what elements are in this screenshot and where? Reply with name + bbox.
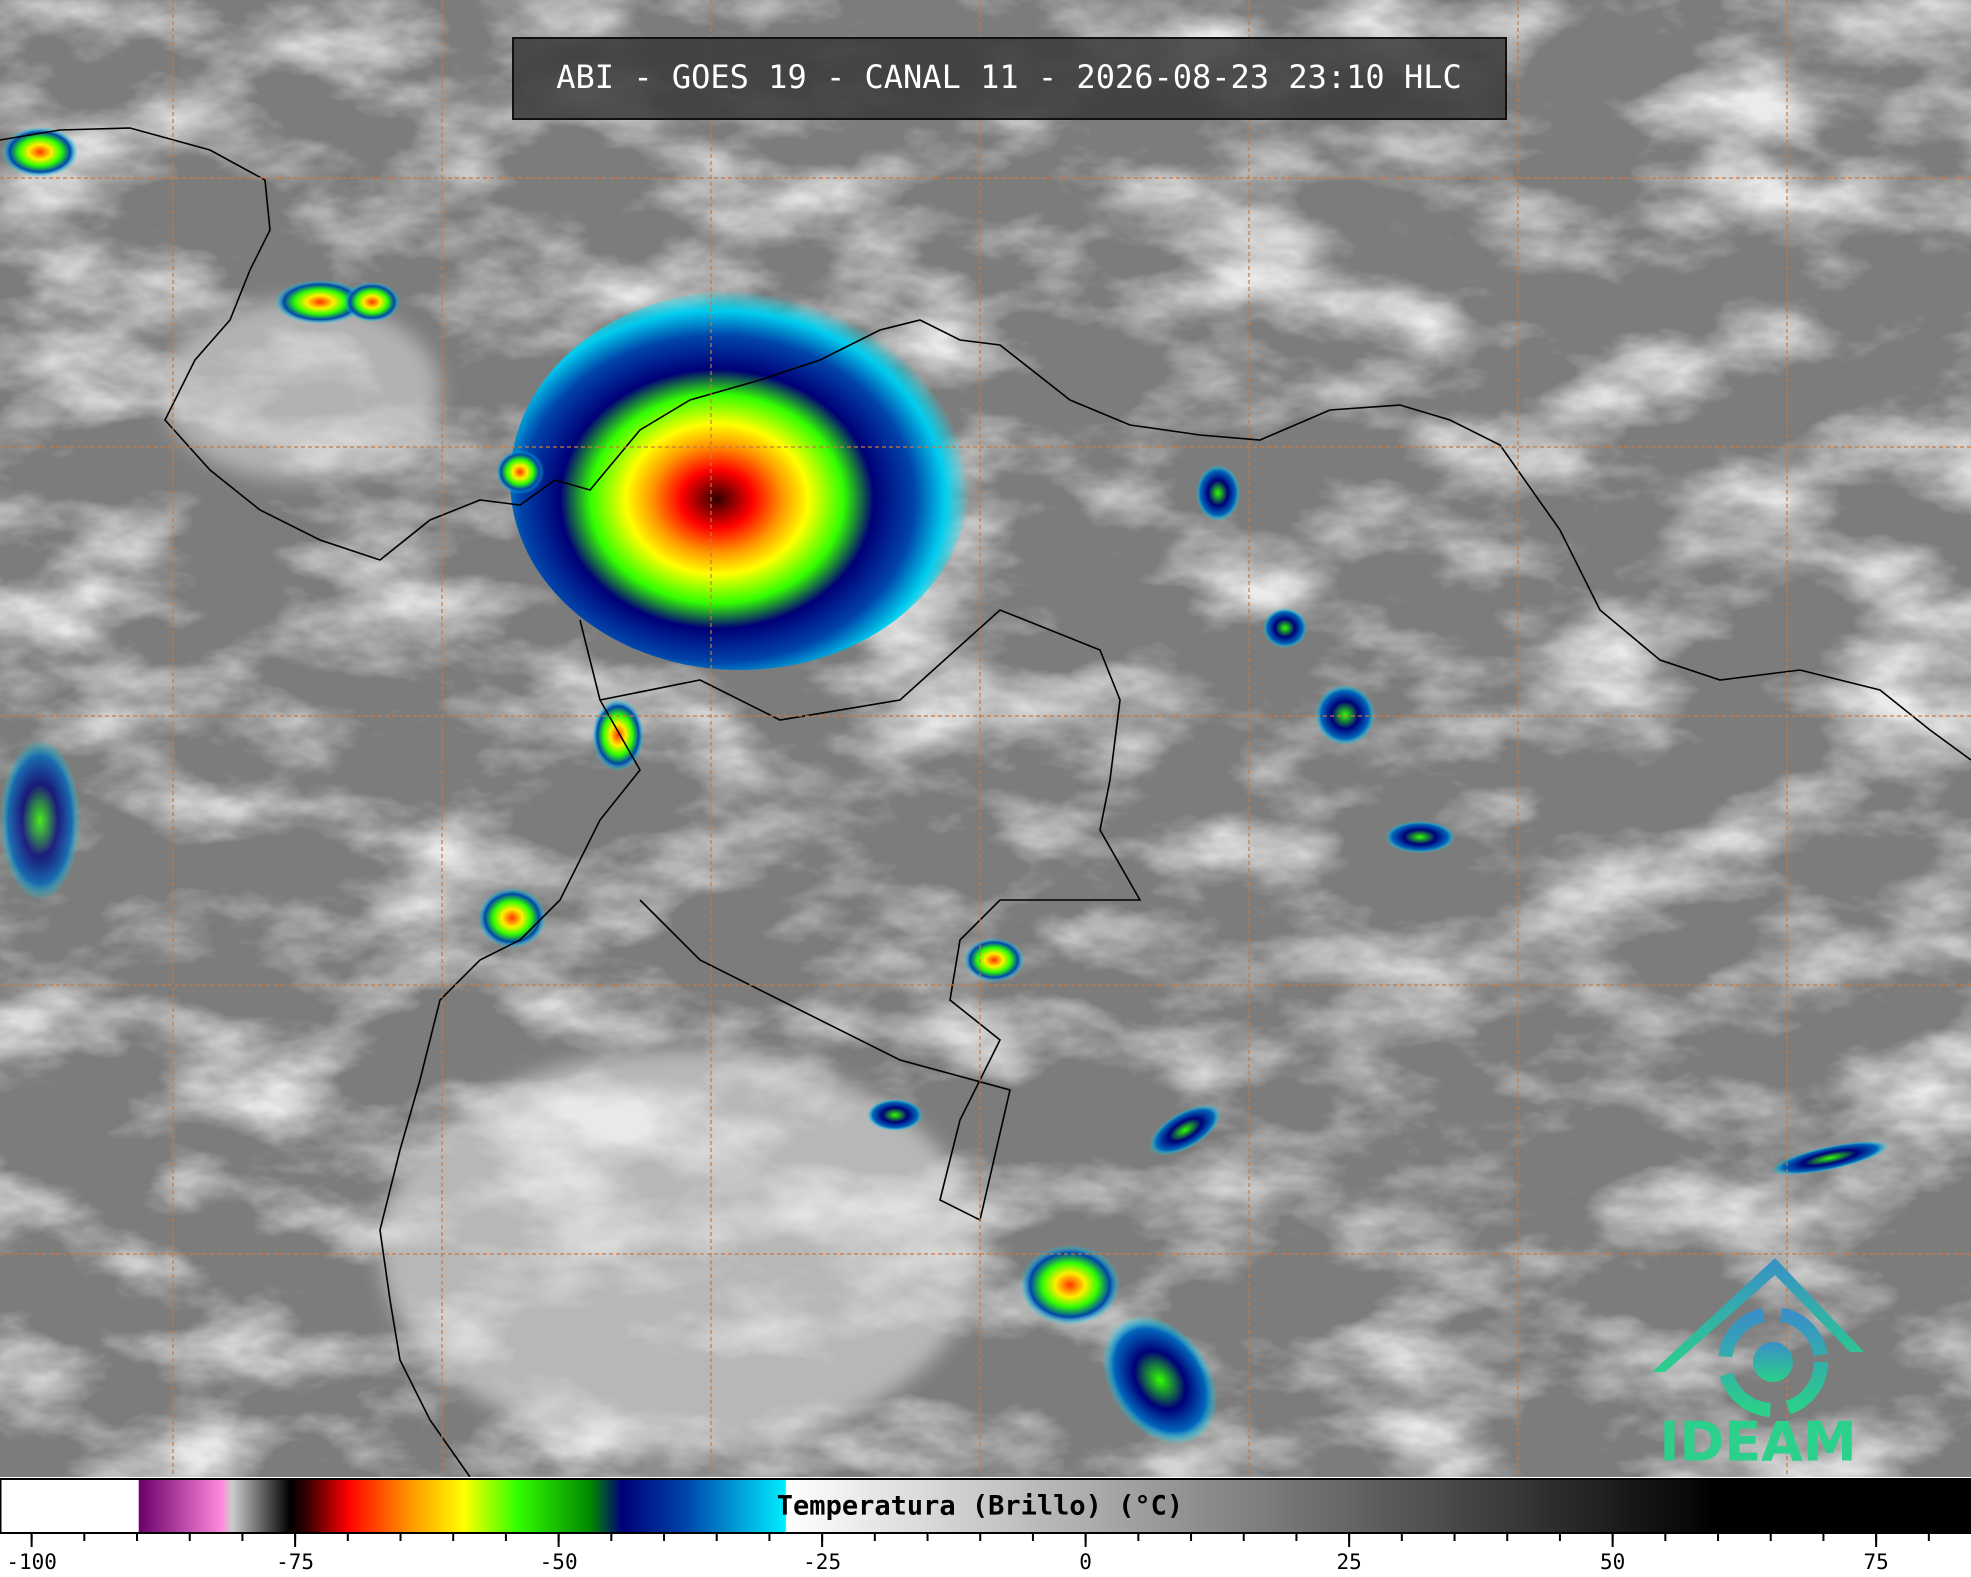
tick-label: 75 [1863,1550,1888,1574]
colorbar-segment [516,1479,591,1533]
cell [1196,465,1240,521]
tick-label: 0 [1079,1550,1092,1574]
colorbar-segment [221,1479,233,1533]
tick-label: -75 [276,1550,314,1574]
tick-label: -25 [803,1550,841,1574]
title-box: ABI - GOES 19 - CANAL 11 - 2026-08-23 23… [512,37,1507,120]
coastline [0,127,1971,761]
cell [1263,608,1307,648]
cell [1315,685,1375,745]
colorbar-segment [305,1479,349,1533]
colorbar-segment [138,1479,140,1533]
colorbar-label: Temperatura (Brillo) (°C) [777,1491,1183,1522]
cell [496,450,544,494]
colorbar-segment [685,1479,786,1533]
logo-swirl [1718,1307,1828,1417]
colorbar-segment [463,1479,517,1533]
convective-cells [0,127,1889,1445]
cell [964,938,1024,982]
storm [510,290,970,670]
cell [275,280,365,324]
cloud-cover [0,0,1971,1477]
coastline [379,619,641,1478]
colorbar-segment [139,1479,222,1533]
colorbar-segment [785,1479,787,1533]
cell [344,282,400,322]
cell [1020,1245,1120,1325]
cell [478,888,546,948]
tick-label: -100 [6,1550,57,1574]
colorbar-segment [590,1479,623,1533]
graticule [0,0,1971,1477]
colorbar-segment [0,1479,139,1533]
tick-label: 50 [1600,1550,1625,1574]
logo-eye [1753,1342,1793,1382]
cell [1102,1315,1218,1445]
cell [1385,821,1455,853]
cell [1149,1104,1221,1156]
colorbar-segment [289,1479,307,1533]
logo-roof [1652,1258,1864,1372]
tick-label: -50 [540,1550,578,1574]
title-background [512,37,1507,120]
cell [1771,1140,1889,1176]
title: ABI - GOES 19 - CANAL 11 - 2026-08-23 23… [556,58,1461,96]
cloud-mass [160,300,440,480]
tick-label: 25 [1336,1550,1361,1574]
colorbar-segment [1718,1479,1971,1533]
colorbar-segment [347,1479,412,1533]
logo: IDEAM [1652,1258,1864,1474]
cloud-mass [380,1050,980,1450]
colorbar-segment [621,1479,686,1533]
cell [867,1099,923,1131]
colorbar-segment [231,1479,291,1533]
logo-text: IDEAM [1659,1411,1856,1474]
colorbar-segment [786,1479,1719,1533]
colorbar: Temperatura (Brillo) (°C) -100 -75 -50 -25 0 2… [0,1478,1971,1574]
colorbar-segment [411,1479,465,1533]
cell [592,699,644,771]
cell [0,740,80,900]
cell [2,127,78,177]
